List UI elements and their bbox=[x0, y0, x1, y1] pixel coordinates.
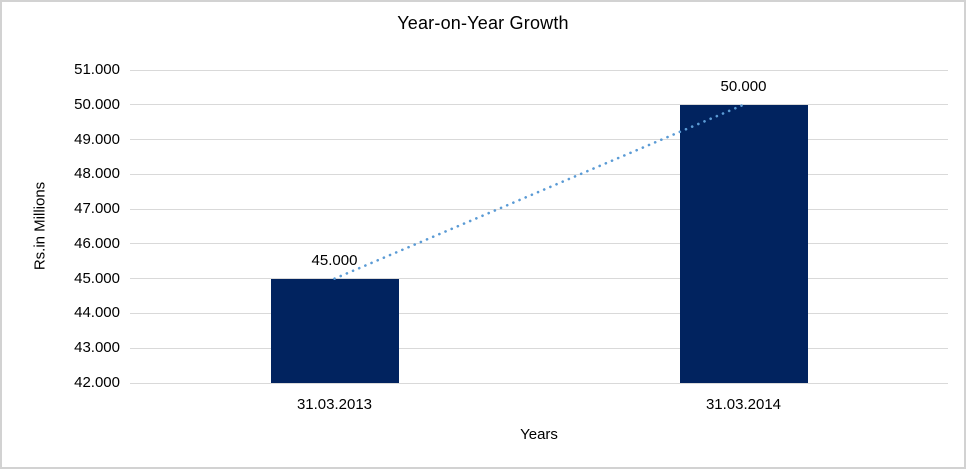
x-axis-title: Years bbox=[520, 426, 558, 443]
x-tick-label: 31.03.2014 bbox=[705, 396, 782, 413]
gridline bbox=[130, 69, 948, 71]
bar-value-label: 50.000 bbox=[720, 77, 767, 95]
y-tick-label: 47.000 bbox=[74, 200, 120, 218]
y-tick-label: 48.000 bbox=[74, 165, 120, 183]
bar-value-label: 45.000 bbox=[311, 251, 358, 269]
y-tick-label: 46.000 bbox=[74, 234, 120, 252]
y-tick-label: 45.000 bbox=[74, 269, 120, 287]
y-tick-label: 50.000 bbox=[74, 95, 120, 113]
y-axis-title: Rs.in Millions bbox=[31, 181, 49, 271]
gridline bbox=[130, 173, 948, 175]
y-tick-label: 49.000 bbox=[74, 130, 120, 148]
trendline bbox=[333, 103, 745, 280]
y-tick-label: 42.000 bbox=[74, 374, 120, 391]
y-tick-label: 51.000 bbox=[74, 61, 120, 78]
trendline-dotted-line bbox=[333, 103, 745, 280]
y-tick-label: 43.000 bbox=[74, 339, 120, 357]
bar bbox=[679, 104, 808, 383]
gridline bbox=[130, 208, 948, 210]
gridline bbox=[130, 278, 948, 280]
y-tick-label: 44.000 bbox=[74, 304, 120, 322]
gridline bbox=[130, 382, 948, 384]
gridline bbox=[130, 243, 948, 245]
bar bbox=[270, 278, 399, 383]
gridline bbox=[130, 139, 948, 141]
gridline bbox=[130, 104, 948, 106]
chart-title: Year-on-Year Growth bbox=[397, 13, 569, 33]
x-tick-label: 31.03.2013 bbox=[296, 396, 373, 413]
gridline bbox=[130, 312, 948, 314]
plot-area bbox=[130, 69, 948, 384]
gridline bbox=[130, 347, 948, 349]
